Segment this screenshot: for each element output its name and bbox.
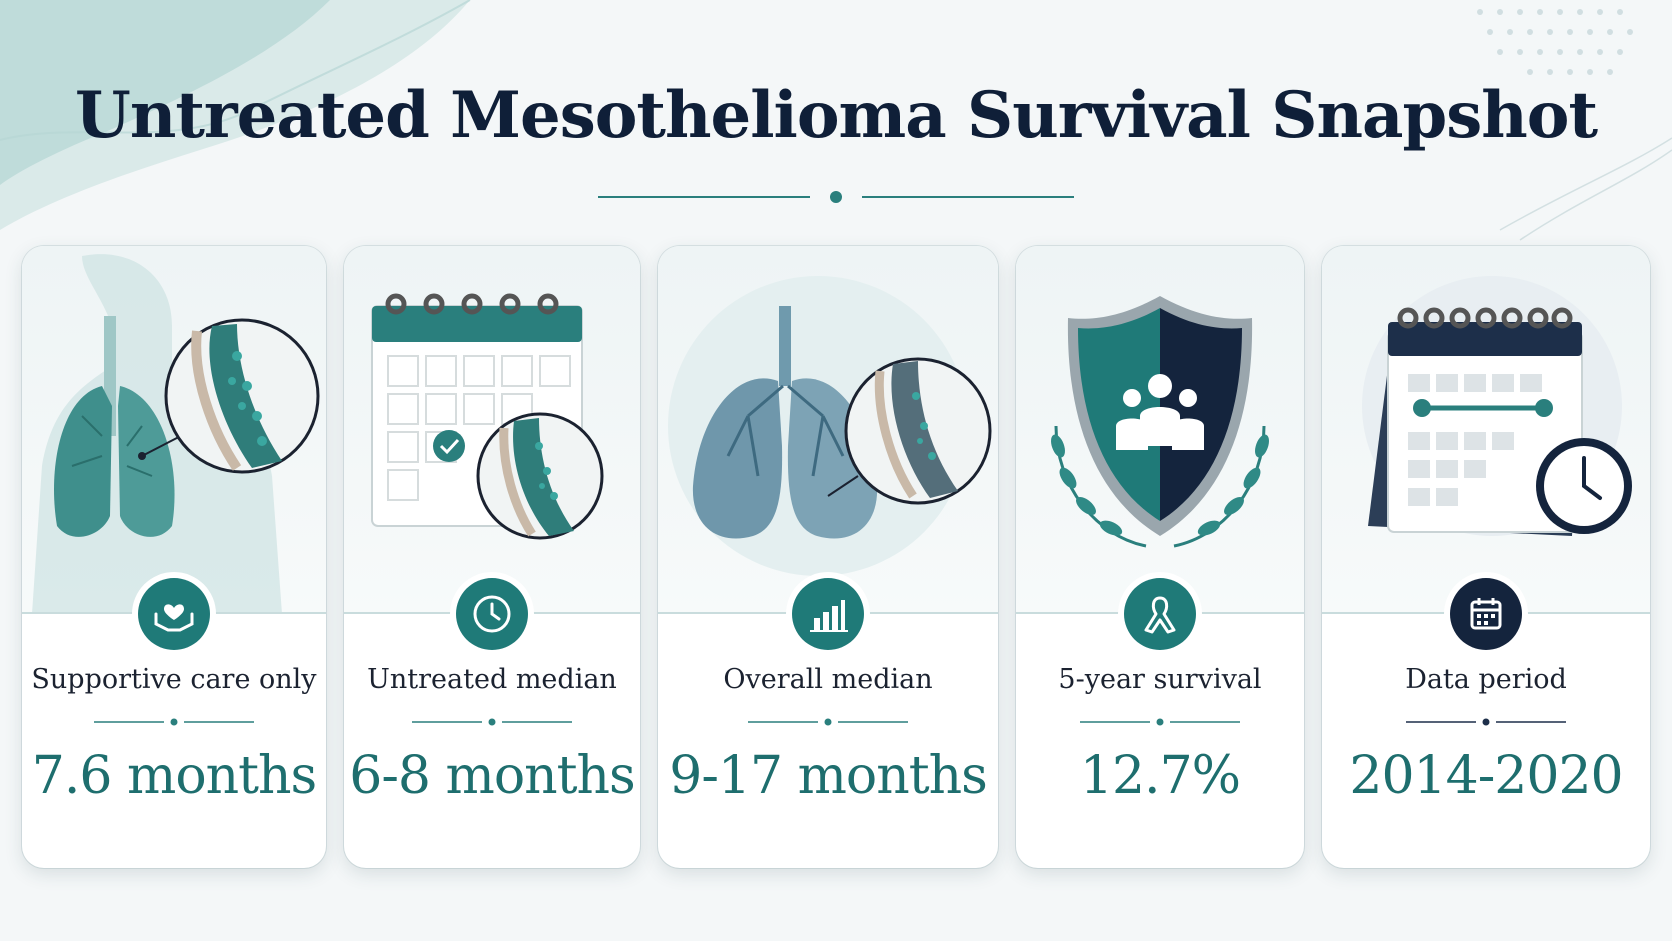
stat-card-untreated-median: Untreated median 6-8 months (344, 246, 640, 868)
stat-value: 9-17 months (669, 746, 988, 806)
mini-divider (412, 718, 572, 726)
calendar-icon (1450, 578, 1522, 650)
mini-divider (1080, 718, 1240, 726)
clock-icon (456, 578, 528, 650)
stat-label: Untreated median (367, 664, 617, 695)
bar-chart-icon (792, 578, 864, 650)
stat-value: 6-8 months (349, 746, 635, 806)
calendar-clock-illustration (1322, 246, 1650, 614)
ribbon-icon (1124, 578, 1196, 650)
stat-label: Data period (1405, 664, 1567, 695)
stat-label: 5-year survival (1058, 664, 1262, 695)
stat-card-5-year-survival: 5-year survival 12.7% (1016, 246, 1304, 868)
stat-card-supportive-care: Supportive care only 7.6 months (22, 246, 326, 868)
mini-divider (748, 718, 908, 726)
title-divider (598, 191, 1074, 203)
stat-card-overall-median: Overall median 9-17 months (658, 246, 998, 868)
torso-lungs-illustration (22, 246, 326, 614)
stat-value: 2014-2020 (1349, 746, 1623, 806)
heart-hands-icon (138, 578, 210, 650)
shield-people-illustration (1016, 246, 1304, 614)
lungs-magnifier-illustration (658, 246, 998, 614)
stat-label: Supportive care only (31, 664, 317, 695)
mini-divider (94, 718, 254, 726)
stat-value: 7.6 months (31, 746, 317, 806)
page-title: Untreated Mesothelioma Survival Snapshot (75, 78, 1598, 153)
stat-card-data-period: Data period 2014-2020 (1322, 246, 1650, 868)
stat-value: 12.7% (1079, 746, 1241, 806)
mini-divider (1406, 718, 1566, 726)
calendar-magnifier-illustration (344, 246, 640, 614)
stat-label: Overall median (723, 664, 933, 695)
